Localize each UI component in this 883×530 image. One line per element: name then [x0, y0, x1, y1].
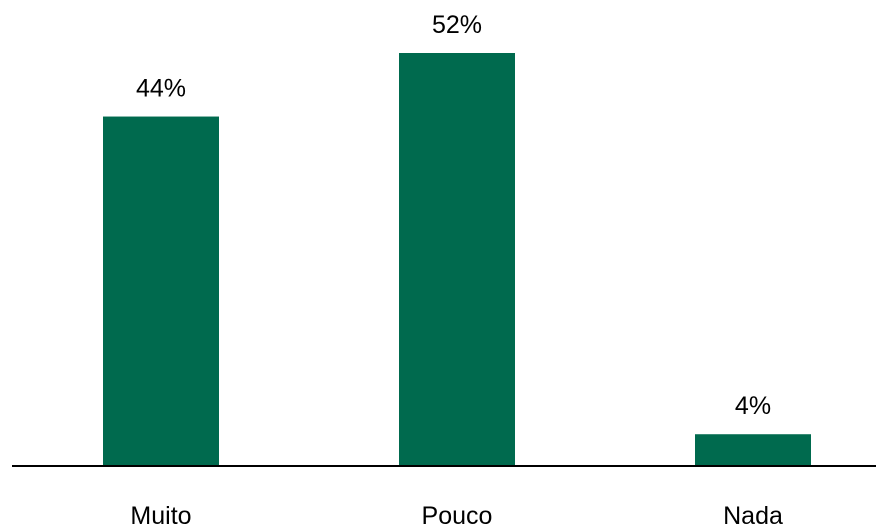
value-labels-group: 44% 52% 4%	[136, 11, 771, 420]
value-label-pouco: 52%	[432, 11, 482, 39]
bar-nada	[695, 434, 811, 466]
category-labels-group: Muito Pouco Nada	[130, 502, 783, 530]
category-label-pouco: Pouco	[422, 502, 493, 530]
category-label-nada: Nada	[723, 502, 783, 530]
bar-muito	[103, 116, 219, 467]
value-label-nada: 4%	[735, 392, 771, 420]
category-label-muito: Muito	[130, 502, 191, 530]
value-label-muito: 44%	[136, 75, 186, 103]
bar-pouco	[399, 53, 515, 466]
bars-group	[103, 53, 811, 467]
